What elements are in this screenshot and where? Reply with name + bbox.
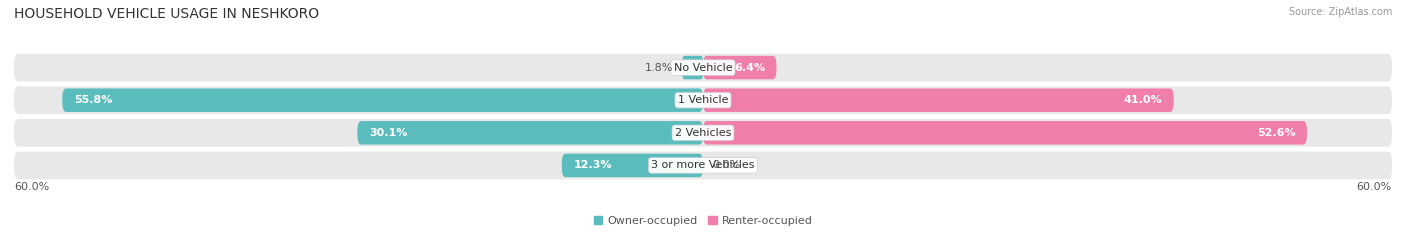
FancyBboxPatch shape — [703, 89, 1174, 112]
FancyBboxPatch shape — [703, 121, 1308, 144]
Text: 12.3%: 12.3% — [574, 161, 612, 170]
FancyBboxPatch shape — [14, 119, 1392, 147]
Text: 30.1%: 30.1% — [368, 128, 408, 138]
Text: Source: ZipAtlas.com: Source: ZipAtlas.com — [1288, 7, 1392, 17]
Text: 0.0%: 0.0% — [713, 161, 741, 170]
FancyBboxPatch shape — [14, 152, 1392, 179]
Text: 55.8%: 55.8% — [73, 95, 112, 105]
Text: 3 or more Vehicles: 3 or more Vehicles — [651, 161, 755, 170]
Text: 41.0%: 41.0% — [1123, 95, 1163, 105]
FancyBboxPatch shape — [62, 89, 703, 112]
Text: HOUSEHOLD VEHICLE USAGE IN NESHKORO: HOUSEHOLD VEHICLE USAGE IN NESHKORO — [14, 7, 319, 21]
Text: 1.8%: 1.8% — [645, 63, 673, 72]
FancyBboxPatch shape — [682, 56, 703, 79]
FancyBboxPatch shape — [14, 54, 1392, 81]
FancyBboxPatch shape — [703, 56, 776, 79]
Text: 2 Vehicles: 2 Vehicles — [675, 128, 731, 138]
Text: 6.4%: 6.4% — [734, 63, 765, 72]
Text: No Vehicle: No Vehicle — [673, 63, 733, 72]
Text: 60.0%: 60.0% — [14, 182, 49, 192]
Text: 60.0%: 60.0% — [1357, 182, 1392, 192]
Legend: Owner-occupied, Renter-occupied: Owner-occupied, Renter-occupied — [593, 216, 813, 226]
Text: 1 Vehicle: 1 Vehicle — [678, 95, 728, 105]
FancyBboxPatch shape — [357, 121, 703, 144]
FancyBboxPatch shape — [562, 154, 703, 177]
Text: 52.6%: 52.6% — [1257, 128, 1295, 138]
FancyBboxPatch shape — [14, 86, 1392, 114]
